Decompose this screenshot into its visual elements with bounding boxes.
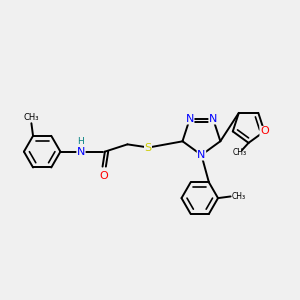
Text: CH₃: CH₃ — [24, 112, 39, 122]
Text: O: O — [260, 126, 269, 136]
Text: N: N — [209, 114, 217, 124]
Text: H: H — [78, 137, 84, 146]
Text: N: N — [185, 114, 194, 124]
Text: N: N — [197, 150, 206, 160]
Text: N: N — [77, 147, 85, 157]
Text: O: O — [100, 171, 109, 181]
Text: S: S — [144, 143, 152, 153]
Text: CH₃: CH₃ — [232, 192, 246, 201]
Text: CH₃: CH₃ — [232, 148, 246, 157]
